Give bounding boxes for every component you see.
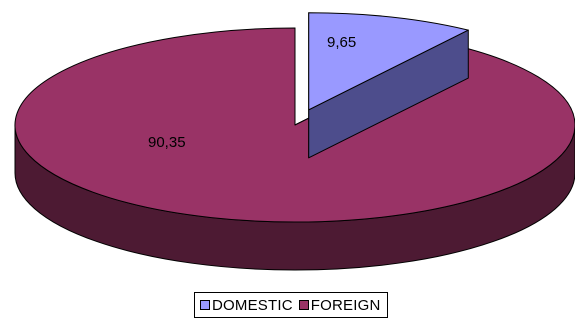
legend-swatch-domestic bbox=[200, 300, 210, 310]
data-label-domestic: 9,65 bbox=[327, 34, 356, 51]
data-label-foreign: 90,35 bbox=[148, 134, 186, 151]
legend-label-domestic: DOMESTIC bbox=[212, 296, 293, 314]
legend-swatch-foreign bbox=[298, 300, 309, 310]
pie-slice-foreign bbox=[14, 27, 575, 223]
chart-legend: DOMESTIC FOREIGN bbox=[194, 292, 388, 318]
legend-item-domestic: DOMESTIC bbox=[200, 297, 293, 314]
legend-label-foreign: FOREIGN bbox=[310, 296, 381, 314]
legend-item-foreign: FOREIGN bbox=[298, 296, 381, 314]
pie-slice-domestic bbox=[308, 12, 469, 111]
